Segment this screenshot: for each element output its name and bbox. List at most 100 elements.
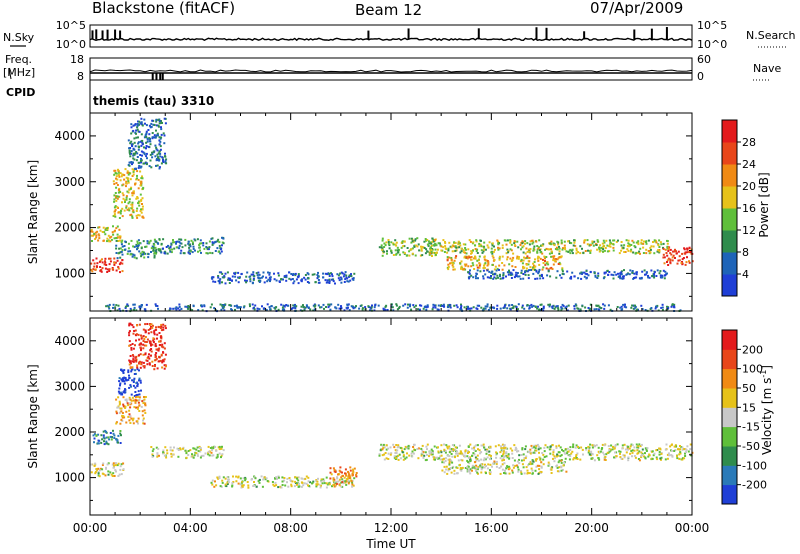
velocity-cell (220, 485, 223, 488)
velocity-cell (394, 449, 397, 452)
velocity-cell (130, 399, 133, 402)
power-cell (562, 304, 565, 307)
velocity-frame (89, 317, 693, 516)
velocity-cell (322, 478, 325, 481)
power-cell (160, 242, 163, 245)
velocity-cell (321, 482, 324, 485)
power-cell (113, 263, 116, 266)
power-cell (551, 268, 554, 270)
power-cell (453, 259, 456, 262)
velocity-cell (576, 452, 579, 455)
power-cell (491, 252, 494, 255)
velocity-cell (297, 476, 300, 479)
velocity-cell (164, 353, 167, 356)
velocity-cell (116, 464, 119, 467)
power-cell (158, 122, 161, 125)
velocity-cell (332, 479, 335, 482)
velocity-cell (333, 480, 336, 483)
time-tick-label: 12:00 (374, 521, 409, 535)
velocity-cell (251, 478, 253, 480)
power-cell (141, 250, 144, 253)
power-cell (124, 307, 127, 309)
velocity-cell (118, 387, 121, 390)
velocity-cell (316, 483, 319, 486)
velocity-cell (679, 452, 682, 455)
power-cell (671, 304, 674, 307)
power-cell (136, 170, 139, 173)
power-cell (497, 246, 499, 249)
power-cell (206, 252, 209, 255)
power-cell (560, 307, 563, 310)
power-cell (681, 262, 684, 265)
velocity-cell (561, 448, 563, 451)
power-cell (123, 178, 126, 181)
power-cell (191, 309, 194, 312)
power-cell (327, 303, 330, 306)
power-cell (653, 239, 656, 242)
velocity-cell (344, 480, 347, 483)
power-cell (527, 263, 530, 266)
power-cell (454, 245, 457, 248)
power-cell (115, 186, 118, 189)
velocity-cell (399, 457, 402, 460)
power-cell (164, 122, 167, 125)
power-cell (133, 303, 136, 306)
power-cell (513, 276, 516, 279)
power-cell (429, 247, 432, 250)
power-cell (654, 307, 657, 310)
velocity-cell (340, 481, 343, 484)
power-cell (223, 304, 226, 306)
velocity-cell (242, 484, 245, 487)
power-cell (650, 245, 653, 248)
power-cell (153, 254, 156, 257)
power-cell (146, 157, 148, 160)
power-cell (498, 268, 500, 271)
velocity-cell (437, 446, 439, 449)
velocity-cell (305, 482, 308, 485)
power-cell (499, 307, 502, 310)
velocity-cell (97, 442, 100, 445)
power-cell (229, 304, 232, 307)
velocity-cell (461, 459, 464, 462)
power-cell (133, 158, 136, 161)
velocity-cell (127, 371, 130, 374)
velocity-cell (562, 464, 565, 467)
velocity-cell (136, 399, 139, 402)
velocity-cell (123, 380, 126, 383)
velocity-cell (253, 481, 255, 483)
velocity-cell (120, 434, 122, 437)
power-cell (394, 239, 397, 242)
power-cell (607, 273, 610, 276)
velocity-cell (218, 477, 221, 479)
power-cell (666, 272, 668, 275)
power-cell (198, 242, 201, 245)
velocity-cell (298, 482, 300, 485)
power-cell (130, 152, 133, 155)
power-cell (653, 276, 656, 279)
power-cell (218, 244, 221, 247)
velocity-cell (139, 366, 142, 369)
velocity-cell (633, 446, 636, 449)
power-cell (662, 269, 665, 272)
velocity-cell (118, 377, 121, 380)
power-cell (426, 243, 429, 246)
velocity-cell (160, 329, 163, 332)
velocity-cell (475, 457, 478, 460)
power-cell (609, 243, 612, 246)
power-cell (417, 243, 420, 246)
velocity-cell (508, 467, 511, 470)
power-cell (103, 263, 106, 266)
nsky-tick-bottom: 10^0 (56, 38, 86, 51)
power-cell (658, 239, 661, 242)
velocity-cell (448, 463, 451, 466)
velocity-cell (138, 393, 141, 396)
power-cell (494, 265, 497, 268)
power-cell (467, 271, 470, 274)
power-cell (612, 274, 615, 277)
power-cell (297, 273, 300, 276)
power-cell (129, 214, 132, 217)
velocity-cell (113, 464, 115, 467)
power-cell (115, 239, 118, 242)
velocity-cell (273, 485, 276, 487)
power-cell (338, 307, 341, 310)
